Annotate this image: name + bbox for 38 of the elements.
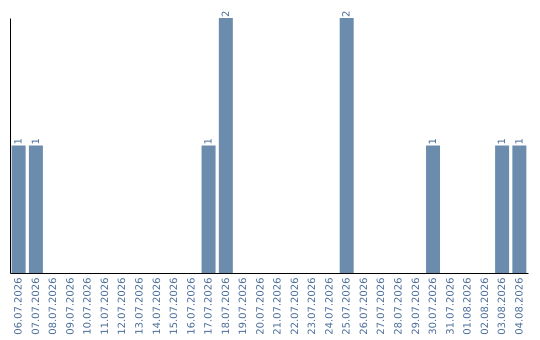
data-label: 1 (497, 138, 508, 144)
x-tick-label: 21.07.2026 (272, 278, 284, 335)
x-tick-label: 11.07.2026 (100, 278, 111, 335)
x-tick-label: 16.07.2026 (186, 278, 198, 335)
data-label: 1 (204, 138, 215, 144)
x-tick-label: 20.07.2026 (255, 278, 266, 335)
x-tick-label: 19.07.2026 (238, 278, 250, 335)
x-tick-label: 09.07.2026 (65, 278, 76, 335)
x-tick-label: 13.07.2026 (134, 278, 146, 335)
x-tick-label: 12.07.2026 (117, 278, 128, 335)
x-tick-label: 23.07.2026 (307, 278, 318, 335)
x-tick-label: 24.07.2026 (324, 278, 336, 335)
x-tick-label: 08.07.2026 (48, 278, 60, 335)
x-tick-label: 22.07.2026 (290, 278, 301, 335)
x-tick-label: 31.07.2026 (445, 278, 456, 335)
data-label: 2 (220, 10, 232, 17)
data-label: 1 (514, 138, 526, 144)
x-tick-label: 29.07.2026 (410, 278, 422, 335)
data-label: 1 (30, 138, 42, 144)
x-tick-label: 30.07.2026 (428, 278, 440, 335)
x-tick-label: 03.08.2026 (497, 278, 508, 335)
x-tick-label: 02.08.2026 (480, 278, 491, 335)
x-tick-label: 15.07.2026 (169, 278, 180, 335)
x-tick-label: 01.08.2026 (462, 278, 474, 335)
x-tick-label: 07.07.2026 (30, 278, 42, 335)
x-tick-label: 28.07.2026 (394, 278, 404, 335)
x-tick-label: 17.07.2026 (204, 278, 215, 335)
x-tick-label: 18.07.2026 (220, 278, 232, 335)
x-tick-label: 04.08.2026 (514, 278, 526, 335)
x-tick-label: 27.07.2026 (376, 278, 388, 335)
x-tick-label: 10.07.2026 (82, 278, 94, 335)
data-label: 2 (342, 10, 353, 17)
data-label: 1 (14, 138, 25, 144)
x-tick-label: 06.07.2026 (14, 278, 25, 335)
data-label: 1 (428, 138, 440, 144)
x-tick-label: 26.07.2026 (358, 278, 370, 335)
x-tick-label: 14.07.2026 (152, 278, 163, 335)
x-tick-label: 25.07.2026 (342, 278, 353, 335)
